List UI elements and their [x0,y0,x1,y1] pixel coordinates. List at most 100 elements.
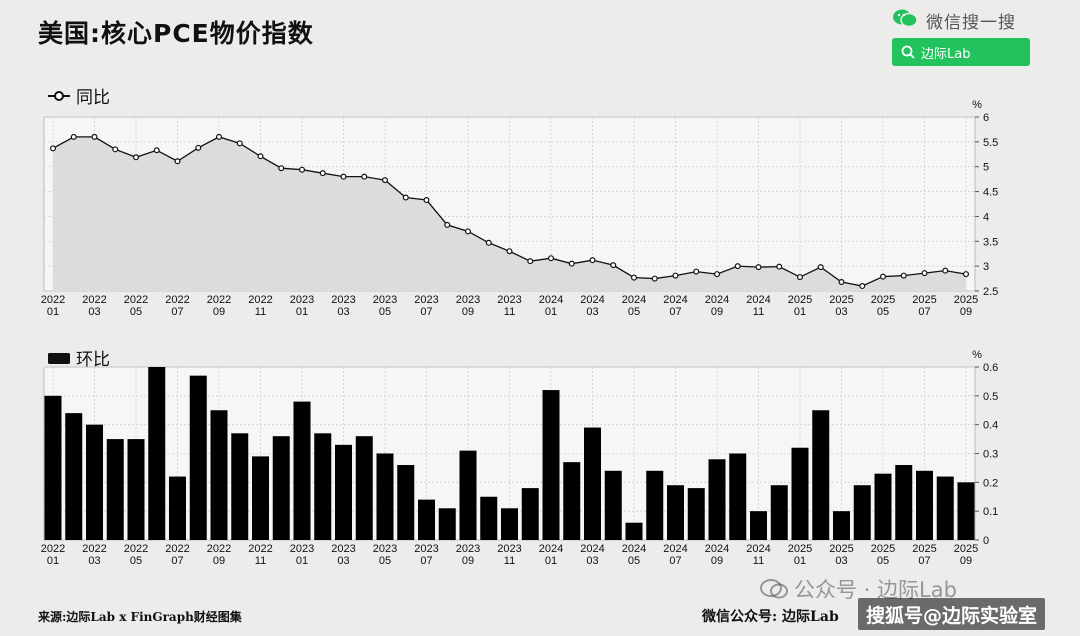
bar [65,413,83,540]
bar-xtick-month: 09 [213,555,225,567]
bar-xtick-year: 2022 [165,543,189,555]
bar [563,462,581,540]
line-point [630,274,637,281]
bar-xtick-year: 2022 [124,543,148,555]
line-ytick-label: 5 [983,162,989,174]
line-point [153,147,160,154]
bar-xtick-month: 09 [960,555,972,567]
line-xtick-month: 07 [669,306,681,318]
bar-ytick-label: 0.6 [983,362,998,374]
line-point [49,145,56,152]
bar-xtick-year: 2022 [82,543,106,555]
line-xtick-year: 2023 [331,294,355,306]
line-xtick-month: 09 [462,306,474,318]
bar-xtick-month: 09 [711,555,723,567]
line-point [70,133,77,140]
line-point [755,264,762,271]
bar-xtick-month: 11 [753,555,764,567]
bar-xtick-month: 05 [379,555,391,567]
line-unit-label: % [972,99,982,111]
bar-xtick-month: 09 [462,555,474,567]
line-point [942,267,949,274]
bar-xtick-year: 2023 [290,543,314,555]
bar-xtick-year: 2023 [414,543,438,555]
line-ytick-label: 4.5 [983,187,998,199]
bar-xtick-month: 07 [918,555,930,567]
bar [231,433,249,540]
bar-xtick-year: 2024 [663,543,687,555]
line-ytick-label: 5.5 [983,137,998,149]
line-xtick-month: 07 [420,306,432,318]
bar [459,450,477,540]
line-xtick-year: 2023 [456,294,480,306]
bar [106,439,124,540]
bar [770,485,788,540]
line-point [838,279,845,286]
bar [272,436,290,540]
bar-legend-label: 环比 [76,350,110,370]
bar [210,410,228,540]
bar [667,485,684,540]
bar [376,453,394,540]
wechat-search-query: 边际Lab [921,46,971,62]
bar-xtick-month: 01 [47,555,59,567]
search-icon [901,45,915,59]
wechat-search-widget[interactable]: 微信搜一搜 边际Lab [892,8,1038,66]
line-point [361,173,368,180]
line-xtick-month: 05 [379,306,391,318]
line-point [776,263,783,270]
line-ytick-label: 6 [983,112,989,124]
bar-ytick-label: 0.4 [983,420,998,432]
bar-xtick-year: 2022 [41,543,65,555]
bar-ytick-label: 0.1 [983,506,998,518]
line-point [174,158,181,165]
wechat-search-label: 微信搜一搜 [926,12,1016,33]
line-point [693,268,700,275]
line-xtick-month: 01 [47,306,59,318]
line-xtick-month: 01 [296,306,308,318]
line-xtick-month: 11 [753,306,764,318]
line-xtick-month: 03 [835,306,847,318]
bar-ytick-label: 0 [983,535,989,547]
line-xtick-year: 2025 [954,294,978,306]
bar-ytick-label: 0.5 [983,391,998,403]
line-xtick-year: 2025 [788,294,812,306]
bar [812,410,830,540]
bar [687,488,705,540]
bar [314,433,332,540]
line-xtick-month: 05 [877,306,889,318]
bar-swatch-icon [48,352,70,364]
bar [86,424,103,540]
bar [521,488,539,540]
line-ytick-label: 4 [983,211,989,223]
line-point [879,273,886,280]
line-xtick-year: 2023 [414,294,438,306]
bar [729,453,747,540]
bar-xtick-month: 05 [130,555,142,567]
line-xtick-year: 2023 [497,294,521,306]
line-xtick-month: 11 [255,306,266,318]
line-point [734,263,741,270]
line-xtick-month: 11 [504,306,515,318]
bar-xtick-year: 2024 [539,543,563,555]
bar-xtick-year: 2023 [373,543,397,555]
bar-xtick-month: 03 [586,555,598,567]
line-xtick-year: 2022 [248,294,272,306]
bar [895,465,913,540]
line-xtick-month: 01 [545,306,557,318]
wechat-search-button[interactable]: 边际Lab [892,38,1030,66]
bar [293,401,311,540]
line-area-fill [53,136,966,291]
line-point [133,154,140,161]
line-xtick-month: 09 [213,306,225,318]
bar [501,508,518,540]
bar-xtick-year: 2023 [456,543,480,555]
line-point [319,170,326,177]
bar-xtick-month: 03 [88,555,100,567]
bar [335,444,352,540]
line-xtick-month: 03 [586,306,598,318]
line-xtick-month: 05 [130,306,142,318]
line-point [506,248,513,255]
bar-xtick-month: 05 [628,555,640,567]
bar-xtick-year: 2024 [705,543,729,555]
